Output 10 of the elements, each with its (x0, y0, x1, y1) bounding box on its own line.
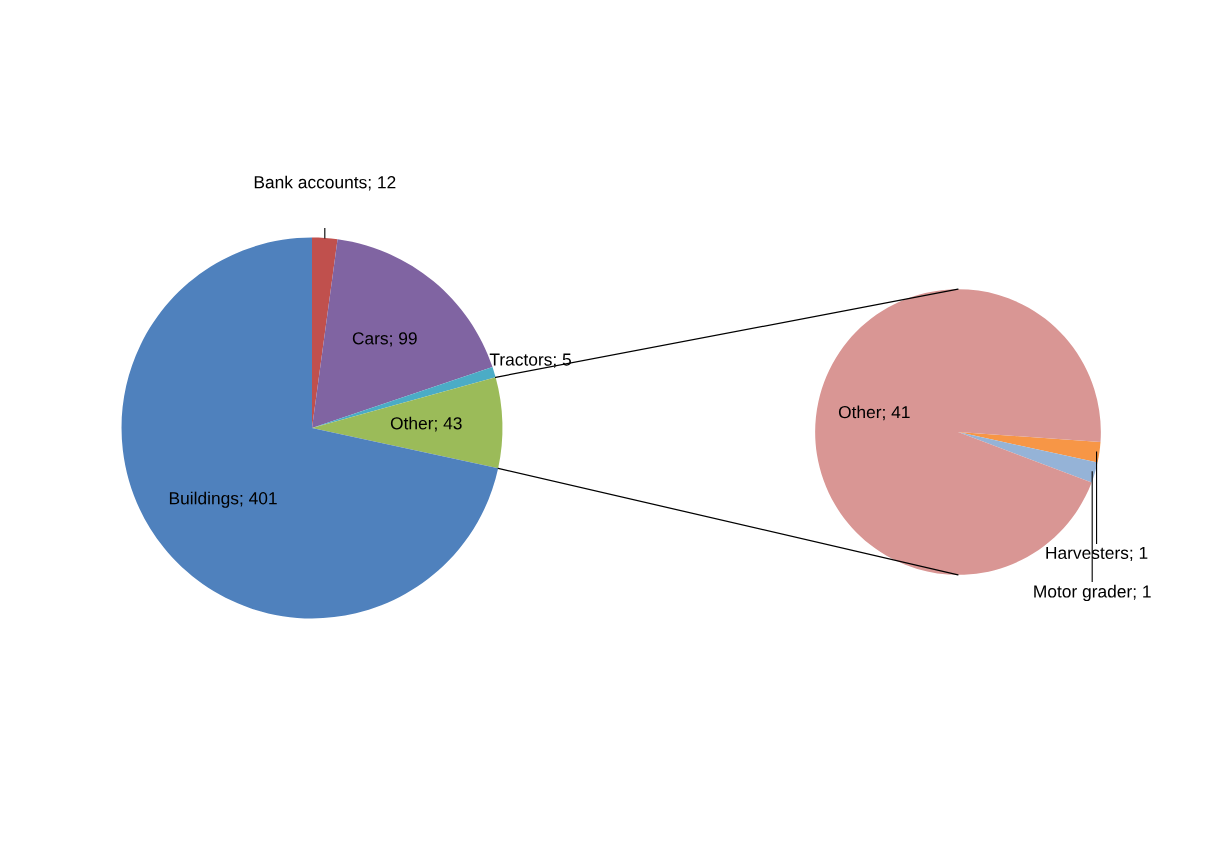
pie-slice (958, 432, 1101, 463)
slice-label: Cars; 99 (352, 332, 417, 347)
slice-label: Bank accounts; 12 (254, 175, 396, 191)
slice-label: Other; 41 (838, 405, 910, 421)
slice-label: Tractors; 5 (489, 353, 571, 368)
pie-slice (958, 432, 1098, 483)
pie-slice (312, 377, 503, 469)
slice-label: Motor grader; 1 (1034, 584, 1151, 602)
slice-label: Buildings; 401 (169, 491, 277, 508)
slice-label: Other; 43 (390, 416, 462, 432)
